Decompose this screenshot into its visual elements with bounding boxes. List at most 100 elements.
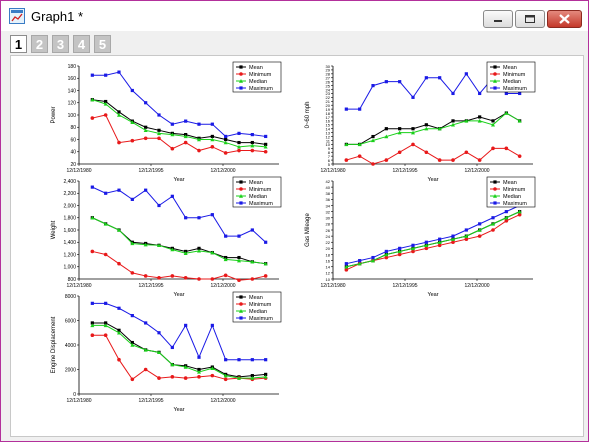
- series-line-maximum: [92, 302, 266, 361]
- data-point-mean: [491, 119, 495, 123]
- data-point-minimum: [143, 136, 148, 141]
- data-point-minimum: [130, 271, 135, 275]
- data-point-maximum: [117, 306, 121, 310]
- data-point-maximum: [504, 210, 508, 214]
- data-point-maximum: [157, 113, 161, 117]
- y-tick-label: 38: [326, 191, 331, 196]
- data-point-median: [504, 215, 509, 220]
- data-point-minimum: [397, 150, 402, 155]
- x-tick-label: 12/12/2000: [210, 168, 235, 174]
- data-point-median: [437, 240, 442, 244]
- data-point-maximum: [411, 243, 415, 247]
- data-point-maximum: [398, 246, 402, 250]
- data-point-median: [130, 120, 135, 125]
- data-point-maximum: [264, 358, 268, 362]
- maximize-button[interactable]: [515, 10, 545, 28]
- data-point-median: [384, 252, 389, 257]
- data-point-median: [424, 243, 429, 248]
- window-title: Graph1 *: [31, 9, 84, 24]
- layer-tab-1[interactable]: 1: [10, 35, 27, 53]
- y-tick-label: 2,000: [63, 203, 76, 209]
- legend-label-maximum: Maximum: [249, 316, 273, 322]
- legend-label-median: Median: [503, 194, 521, 200]
- data-point-minimum: [90, 249, 95, 254]
- y-tick-label: 24: [326, 87, 331, 92]
- data-point-maximum: [411, 95, 415, 99]
- x-axis-label: Year: [173, 177, 184, 183]
- data-point-mean: [424, 123, 428, 127]
- data-point-minimum: [197, 375, 201, 379]
- data-point-maximum: [184, 323, 188, 327]
- data-point-median: [371, 138, 375, 143]
- data-point-maximum: [464, 72, 468, 76]
- y-tick-label: 1,800: [63, 216, 76, 222]
- data-point-median: [411, 130, 415, 135]
- data-point-median: [130, 343, 135, 347]
- layer-tab-4[interactable]: 4: [73, 35, 90, 53]
- y-tick-label: 2,200: [63, 191, 76, 197]
- data-point-median: [223, 373, 228, 378]
- data-point-minimum: [237, 278, 241, 283]
- data-point-median: [397, 130, 402, 135]
- data-point-minimum: [371, 162, 375, 166]
- data-point-maximum: [491, 216, 495, 220]
- data-point-maximum: [130, 314, 134, 318]
- data-point-minimum: [90, 116, 95, 120]
- data-point-minimum: [210, 277, 215, 281]
- data-point-maximum: [358, 107, 362, 111]
- y-tick-label: 11: [326, 138, 331, 143]
- minimize-button[interactable]: [483, 10, 513, 28]
- data-point-maximum: [144, 101, 148, 105]
- layer-tab-2[interactable]: 2: [31, 35, 48, 53]
- legend-label-mean: Mean: [249, 180, 263, 186]
- y-tick-label: 1,200: [63, 252, 76, 258]
- close-button[interactable]: [547, 10, 582, 28]
- y-tick-label: 120: [68, 101, 77, 107]
- data-point-minimum: [143, 274, 148, 278]
- layer-tab-3[interactable]: 3: [52, 35, 69, 53]
- data-point-minimum: [517, 212, 522, 217]
- y-tick-label: 23: [326, 91, 331, 96]
- data-point-mean: [264, 142, 268, 146]
- legend-label-mean: Mean: [503, 180, 517, 186]
- data-point-median: [183, 134, 188, 139]
- y-tick-label: 6: [328, 158, 331, 163]
- x-tick-label: 12/12/1995: [138, 283, 163, 289]
- y-tick-label: 14: [326, 127, 331, 132]
- title-bar[interactable]: Graph1 *: [1, 1, 588, 31]
- data-point-mean: [104, 321, 108, 325]
- data-point-median: [424, 126, 429, 131]
- y-tick-label: 4000: [65, 343, 76, 349]
- data-point-minimum: [437, 158, 442, 162]
- data-point-median: [344, 142, 349, 147]
- y-tick-label: 42: [326, 179, 331, 184]
- y-tick-label: 18: [326, 252, 331, 257]
- x-tick-label: 12/12/1995: [392, 283, 417, 289]
- data-point-median: [183, 365, 188, 369]
- data-point-median: [237, 376, 241, 380]
- data-point-median: [210, 366, 215, 370]
- layer-tab-5[interactable]: 5: [94, 35, 111, 53]
- data-point-minimum: [103, 113, 108, 117]
- series-line-mean: [92, 322, 266, 378]
- data-point-mean: [250, 140, 254, 145]
- legend-label-maximum: Maximum: [249, 86, 273, 92]
- data-point-mean: [224, 137, 228, 142]
- data-point-maximum: [250, 228, 254, 232]
- data-point-median: [437, 126, 442, 131]
- data-point-mean: [130, 340, 134, 345]
- x-axis-label: Year: [427, 292, 438, 298]
- data-point-median: [210, 137, 215, 142]
- data-point-minimum: [183, 140, 188, 145]
- y-axis-label: Gas Mileage: [305, 212, 311, 246]
- y-tick-label: 40: [70, 150, 76, 156]
- y-tick-label: 20: [326, 246, 331, 251]
- data-point-maximum: [344, 107, 348, 111]
- data-point-median: [451, 122, 455, 127]
- data-point-maximum: [451, 91, 455, 96]
- y-tick-label: 19: [326, 107, 331, 112]
- data-point-median: [223, 140, 228, 145]
- data-point-maximum: [144, 321, 148, 325]
- data-point-minimum: [424, 246, 429, 251]
